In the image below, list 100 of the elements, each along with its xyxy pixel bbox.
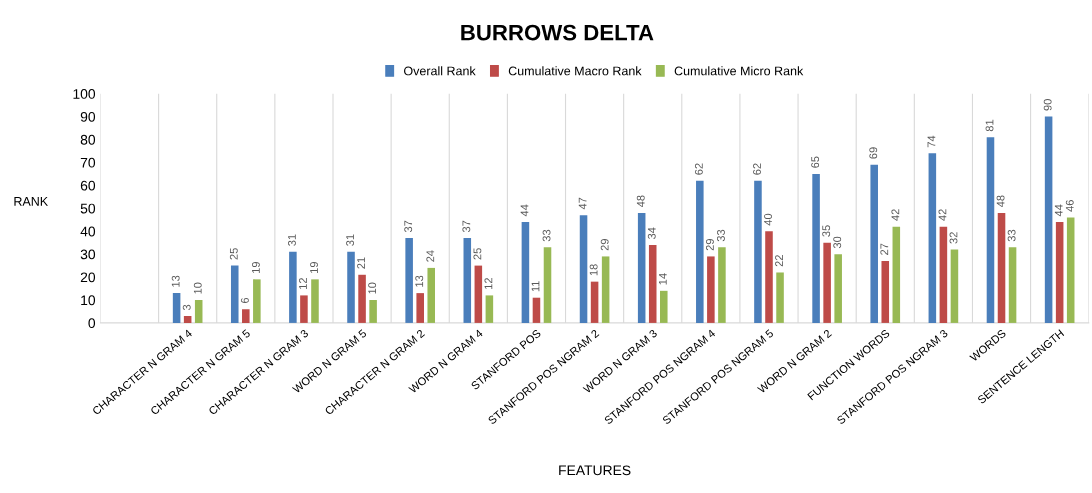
y-tick-label: 90 [80, 111, 96, 122]
data-label: 32 [949, 232, 958, 244]
bar [194, 299, 203, 323]
legend-label: Cumulative Micro Rank [674, 66, 804, 76]
data-label: 62 [694, 163, 703, 175]
bar [183, 316, 192, 323]
bar [416, 293, 424, 323]
data-label: 33 [542, 229, 551, 242]
bar [718, 247, 726, 323]
bar [590, 281, 599, 323]
data-label: 29 [705, 239, 714, 251]
bar [834, 254, 842, 323]
data-label: 25 [473, 248, 482, 260]
data-label: 48 [636, 195, 645, 208]
data-label: 13 [171, 275, 180, 287]
data-label: 11 [531, 281, 540, 292]
bar [892, 226, 901, 323]
bar [870, 164, 878, 323]
bar [1008, 247, 1017, 323]
bar [659, 290, 668, 323]
data-label: 12 [299, 278, 307, 289]
bar [242, 309, 250, 323]
data-label: 3 [182, 304, 191, 311]
bar [939, 226, 948, 323]
bar [311, 279, 319, 323]
y-tick-label: 0 [88, 318, 96, 329]
data-label: 44 [520, 204, 529, 217]
data-label: 42 [891, 209, 900, 221]
bar [765, 231, 773, 323]
bar [707, 256, 715, 323]
data-label: 19 [251, 261, 260, 273]
data-label: 12 [484, 278, 493, 289]
data-label: 24 [426, 250, 435, 262]
chart-title: BURROWS DELTA [461, 24, 654, 41]
y-axis-title: RANK [14, 197, 48, 206]
data-label: 13 [415, 275, 424, 287]
data-label: 21 [357, 257, 365, 269]
data-label: 47 [578, 197, 587, 210]
y-tick-label: 100 [73, 89, 96, 99]
data-label: 30 [833, 236, 842, 249]
bar [405, 238, 413, 323]
data-label: 29 [600, 239, 609, 251]
bar [427, 267, 436, 323]
data-label: 34 [647, 227, 656, 239]
bar [997, 212, 1006, 323]
bar [648, 244, 657, 323]
y-tick-label: 30 [80, 249, 96, 260]
bar [601, 256, 610, 323]
x-axis-title: FEATURES [559, 465, 631, 476]
bar [986, 137, 995, 323]
bar [463, 238, 472, 323]
bar [776, 272, 784, 323]
bar [928, 153, 937, 323]
data-label: 14 [659, 273, 667, 285]
bar [754, 180, 762, 323]
y-tick-label: 10 [81, 295, 96, 306]
bar [812, 173, 820, 323]
y-tick-label: 50 [80, 203, 96, 214]
data-label: 74 [927, 135, 936, 148]
data-label: 27 [880, 243, 889, 255]
bar [172, 293, 181, 323]
bar [358, 274, 366, 323]
data-label: 65 [811, 156, 820, 168]
data-label: 62 [753, 163, 761, 175]
bar [1055, 222, 1064, 323]
data-label: 69 [869, 147, 878, 159]
data-label: 19 [310, 261, 318, 273]
y-tick-label: 20 [80, 272, 96, 283]
data-label: 81 [985, 119, 994, 132]
data-label: 10 [193, 282, 202, 294]
bar [289, 251, 297, 323]
data-label: 44 [1054, 204, 1063, 217]
y-tick-label: 40 [80, 226, 96, 237]
data-label: 40 [764, 213, 772, 226]
y-tick-label: 60 [80, 180, 96, 191]
bar [950, 249, 959, 323]
data-label: 46 [1065, 200, 1074, 212]
data-label: 37 [462, 220, 471, 233]
data-label: 10 [368, 282, 377, 294]
data-label: 37 [404, 220, 413, 233]
bar [579, 215, 588, 323]
data-label: 90 [1043, 99, 1052, 111]
bar [253, 279, 261, 323]
data-label: 18 [589, 264, 598, 276]
bar [521, 222, 530, 323]
bar [881, 261, 890, 323]
data-label: 22 [775, 255, 783, 267]
data-label: 33 [717, 229, 725, 242]
data-label: 6 [240, 297, 249, 304]
data-label: 48 [996, 195, 1005, 208]
bar [369, 299, 377, 323]
bar [637, 212, 646, 323]
bar [532, 297, 541, 323]
bar [1066, 217, 1075, 323]
bar [543, 247, 552, 323]
bar [347, 251, 355, 323]
data-label: 31 [346, 234, 354, 246]
data-label: 25 [229, 248, 238, 260]
data-label: 31 [288, 234, 296, 246]
data-label: 42 [938, 209, 947, 221]
